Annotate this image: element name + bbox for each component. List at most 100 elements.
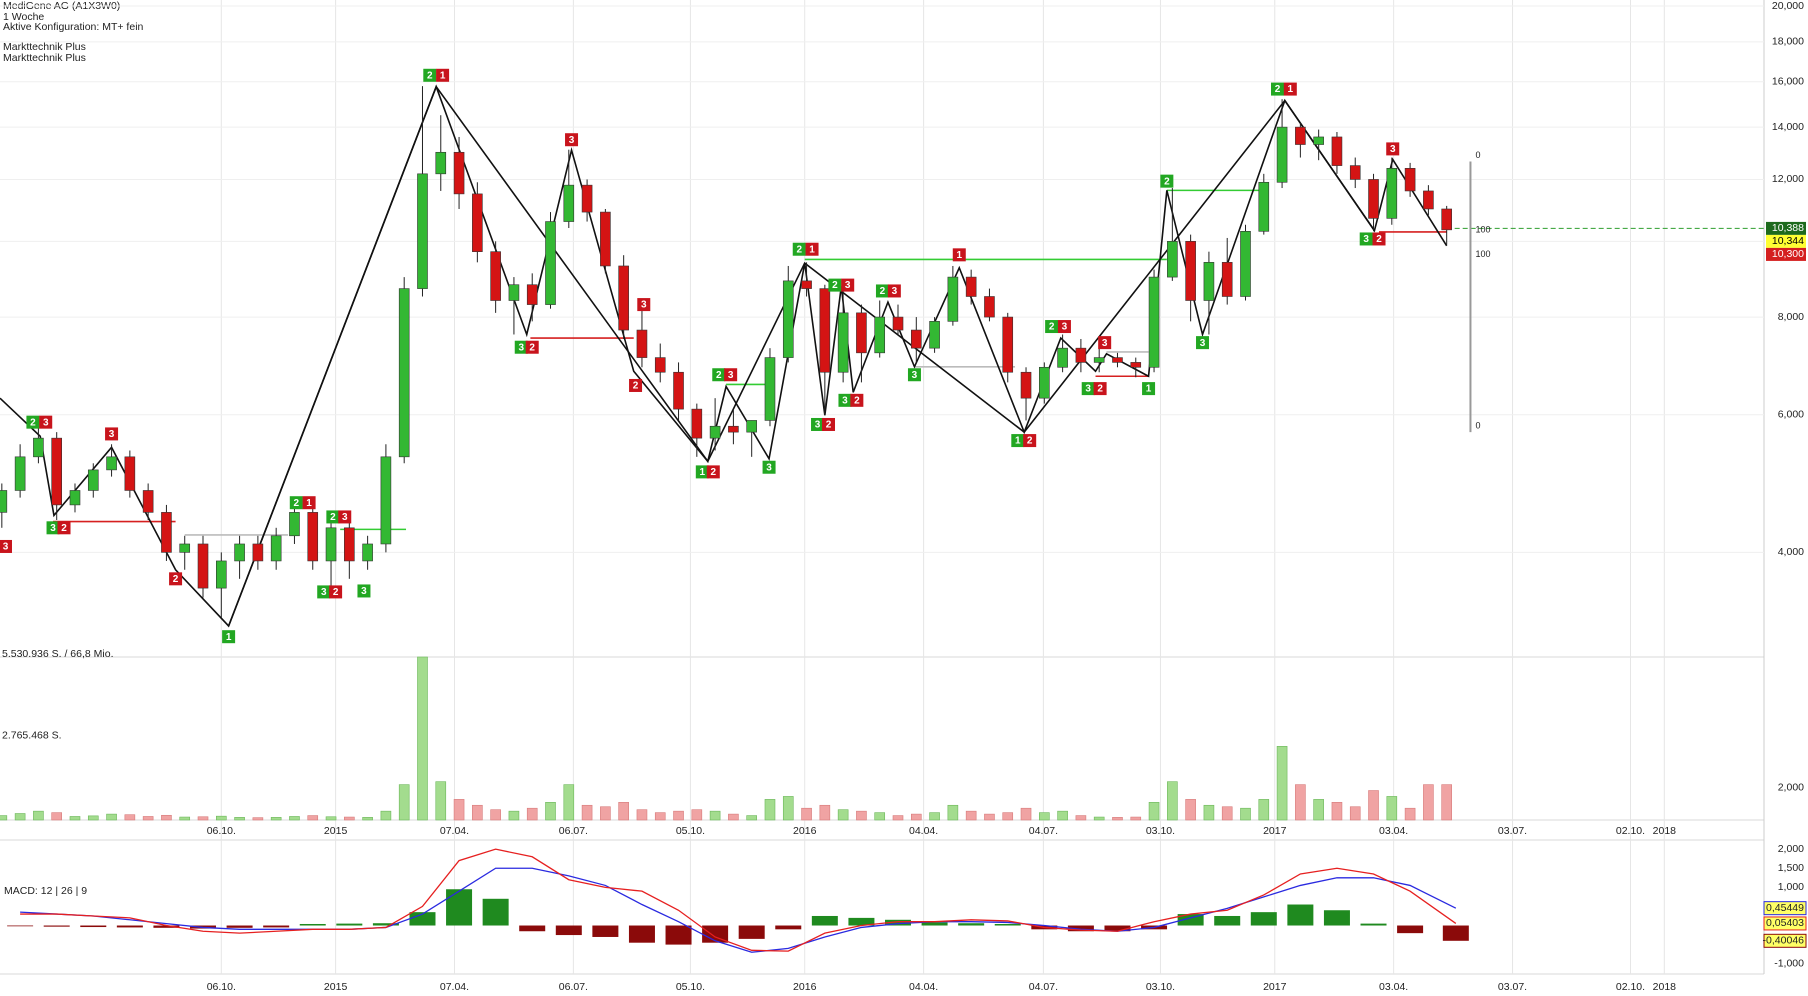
volume-bar: [673, 810, 684, 821]
macd-histogram-bar: [555, 925, 582, 936]
signal-marker-label: 2: [1097, 384, 1103, 395]
macd-histogram-bar: [1397, 925, 1424, 934]
signal-marker-label: 1: [306, 498, 312, 509]
volume-bar: [801, 807, 812, 821]
candle-body: [1039, 366, 1050, 399]
signal-line: [20, 848, 1457, 952]
volume-bar: [398, 784, 410, 821]
x-tick-label: 03.07.: [1498, 825, 1527, 837]
volume-bar: [984, 813, 995, 821]
macd-histogram-bar: [1323, 910, 1350, 926]
candle-body: [69, 490, 81, 506]
candle-body: [1112, 357, 1123, 363]
candle-body: [874, 316, 886, 354]
x-tick-label: 05.10.: [676, 825, 705, 837]
candle-body: [984, 296, 995, 318]
volume-bar: [325, 816, 337, 821]
x-tick-label: 2015: [324, 825, 348, 837]
volume-bar: [691, 809, 703, 821]
macd-histogram-bar: [7, 925, 34, 927]
signal-marker-label: 2: [633, 381, 639, 392]
x-tick-label: 2017: [1263, 981, 1287, 993]
candle-body: [1423, 190, 1434, 210]
volume-bar: [1057, 810, 1068, 821]
candle-body: [453, 151, 465, 195]
macd-histogram-bar: [116, 925, 143, 928]
indicator-name: Markttechnik Plus: [3, 52, 86, 64]
macd-histogram-bar: [628, 925, 655, 943]
x-tick-label: 04.04.: [909, 981, 938, 993]
volume-bar: [709, 810, 721, 821]
signal-marker: [105, 427, 119, 441]
signal-marker-label: 2: [330, 512, 336, 523]
y-tick-label: 6,000: [1778, 409, 1804, 421]
candle-body: [1349, 165, 1361, 180]
volume-tick-label: 5.530.936 S. / 66,8 Mio.: [2, 648, 114, 660]
volume-bar: [1002, 812, 1014, 821]
volume-tick-label: 2.765.468 S.: [2, 729, 62, 741]
zigzag-line: [0, 84, 1448, 628]
signal-marker: [1271, 82, 1285, 96]
candle-body: [197, 543, 209, 589]
candle-body: [1075, 347, 1087, 363]
signal-marker-label: 3: [1363, 234, 1369, 245]
candle-body: [234, 543, 245, 562]
signal-marker-label: 3: [109, 429, 115, 440]
candle-body: [344, 527, 355, 562]
signal-marker: [329, 585, 343, 599]
macd-histogram-bar: [153, 925, 180, 928]
macd-histogram-bar: [409, 912, 436, 926]
volume-bar: [508, 810, 520, 821]
volume-bar: [1423, 784, 1434, 821]
x-tick-label: 03.10.: [1146, 981, 1175, 993]
signal-marker: [875, 284, 889, 298]
volume-bar: [87, 815, 99, 821]
signal-marker: [811, 417, 825, 431]
last-price-box: [1766, 221, 1806, 235]
y-tick-label: 4,000: [1778, 546, 1804, 558]
last-price-box: [1766, 234, 1806, 248]
signal-marker-label: 2: [61, 523, 67, 534]
signal-marker-label: 3: [842, 395, 848, 406]
candle-body: [764, 357, 776, 421]
volume-bar: [874, 812, 886, 821]
signal-marker: [46, 521, 60, 535]
signal-marker: [1098, 336, 1112, 350]
x-tick-label: 06.10.: [207, 825, 236, 837]
signal-marker: [762, 460, 776, 474]
signal-marker: [805, 242, 819, 256]
signal-marker: [907, 368, 921, 382]
candle-body: [654, 357, 666, 373]
signal-marker-label: 3: [342, 512, 348, 523]
signal-marker-label: 3: [518, 342, 524, 353]
volume-bar: [472, 804, 483, 821]
signal-marker: [887, 284, 901, 298]
signal-marker: [514, 340, 528, 354]
candle-body: [1148, 276, 1160, 368]
signal-marker-label: 3: [1062, 322, 1068, 333]
macd-histogram-bar: [1177, 914, 1204, 926]
candle-body: [636, 329, 648, 358]
x-tick-label: 07.04.: [440, 825, 469, 837]
macd-histogram-bar: [885, 919, 912, 926]
signal-marker-label: 2: [173, 574, 179, 585]
signal-marker-label: 3: [892, 286, 898, 297]
volume-bar: [746, 815, 757, 821]
candle-body: [1093, 357, 1105, 363]
y-tick-label: 1,500: [1778, 862, 1804, 874]
signal-marker-label: 3: [321, 587, 327, 598]
signal-marker: [1196, 336, 1210, 350]
last-price-box: [1766, 247, 1806, 261]
candle-body: [965, 276, 977, 297]
signal-marker: [952, 248, 966, 262]
y-tick-label: -1,000: [1774, 957, 1804, 969]
volume-bar: [782, 796, 794, 821]
volume-bar: [1276, 746, 1288, 821]
candle-body: [490, 251, 501, 301]
signal-marker-label: 3: [1200, 338, 1206, 349]
y-tick-label: 2,000: [1778, 843, 1804, 855]
volume-bar: [965, 810, 977, 821]
candle-body: [161, 512, 172, 553]
y-tick-label: 1,000: [1778, 881, 1804, 893]
volume-bar: [545, 802, 556, 821]
